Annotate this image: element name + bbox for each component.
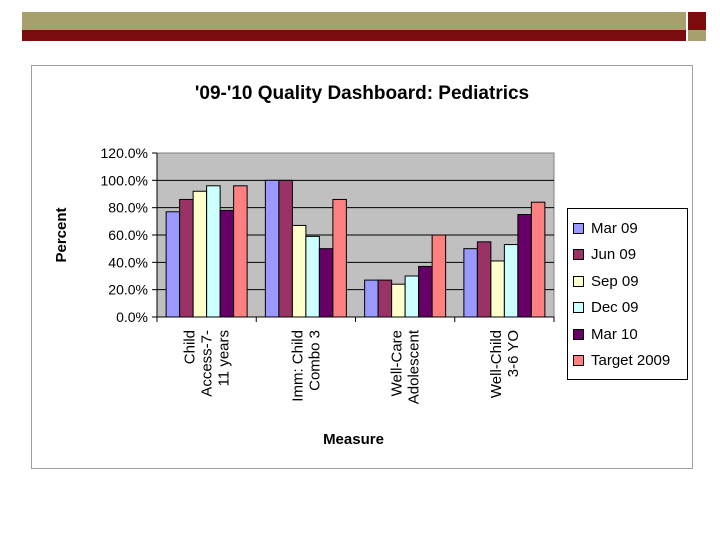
x-category-label: Imm: Child xyxy=(289,330,306,402)
x-category-label: Child xyxy=(182,330,199,364)
x-category-label: Adolescent xyxy=(406,329,423,404)
x-category-label: Access-7- xyxy=(199,330,216,397)
legend-label: Sep 09 xyxy=(591,272,639,290)
legend-item: Sep 09 xyxy=(568,268,687,295)
bar-mar-10 xyxy=(418,265,433,318)
legend-swatch xyxy=(573,328,584,340)
bar-sep-09 xyxy=(391,283,406,318)
header-corner-square-top xyxy=(688,12,706,30)
bar-mar-09 xyxy=(264,179,280,318)
legend-label: Mar 09 xyxy=(591,219,638,237)
bar-dec-09 xyxy=(305,235,320,318)
y-tick-label: 20.0% xyxy=(108,282,148,298)
bar-dec-09 xyxy=(206,185,221,318)
bar-mar-09 xyxy=(165,211,181,318)
legend-item: Mar 10 xyxy=(568,321,687,348)
legend-swatch xyxy=(573,222,584,234)
chart-title: '09-'10 Quality Dashboard: Pediatrics xyxy=(194,83,530,104)
y-tick-label: 120.0% xyxy=(101,145,148,161)
bar-jun-09 xyxy=(377,279,393,318)
bar-target-2009 xyxy=(233,185,248,318)
bar-target-2009 xyxy=(332,198,347,318)
y-tick-label: 80.0% xyxy=(108,200,148,216)
y-tick-label: 60.0% xyxy=(108,227,148,243)
header-corner-square-bottom xyxy=(688,30,706,41)
bar-mar-10 xyxy=(219,209,235,318)
legend-item: Target 2009 xyxy=(568,348,687,375)
x-category-label: Well-Child xyxy=(488,330,505,398)
chart-frame: '09-'10 Quality Dashboard: Pediatrics 0.… xyxy=(31,65,693,469)
bar-sep-09 xyxy=(490,260,505,318)
legend-item: Dec 09 xyxy=(568,295,687,322)
bar-mar-10 xyxy=(318,248,334,318)
legend-item: Mar 09 xyxy=(568,215,687,242)
x-category-label: 3-6 YO xyxy=(505,330,522,377)
header-band-top xyxy=(22,12,686,30)
legend-swatch xyxy=(573,302,584,314)
bar-sep-09 xyxy=(291,224,307,318)
bar-sep-09 xyxy=(192,190,208,318)
header-band-bottom xyxy=(22,30,686,41)
bar-mar-09 xyxy=(364,279,379,318)
legend-label: Jun 09 xyxy=(591,246,637,264)
legend-label: Mar 10 xyxy=(591,325,638,343)
bar-mar-10 xyxy=(517,214,532,318)
bar-dec-09 xyxy=(503,244,519,318)
bar-jun-09 xyxy=(476,241,492,318)
x-category-label: Well-Care xyxy=(389,330,406,396)
legend-swatch xyxy=(573,355,584,367)
legend-label: Dec 09 xyxy=(591,299,639,317)
bar-mar-09 xyxy=(463,248,478,318)
bar-jun-09 xyxy=(179,198,194,318)
x-category-label: Combo 3 xyxy=(306,330,323,391)
bar-jun-09 xyxy=(278,179,293,318)
y-tick-label: 40.0% xyxy=(108,254,148,270)
x-category-label: 11 years xyxy=(216,330,233,386)
bar-chart: 0.0% 20.0% 40.0% 60.0% 80.0% 100.0% 120.0% Chil… xyxy=(53,145,555,448)
bar-dec-09 xyxy=(404,275,420,318)
y-axis-title: Percent xyxy=(53,207,70,262)
y-tick-label: 100.0% xyxy=(101,172,148,188)
chart-legend: Mar 09 Jun 09 Sep 09 Dec 09 Mar 10 Target 200… xyxy=(567,208,688,380)
bar-target-2009 xyxy=(530,201,546,318)
x-axis-title: Measure xyxy=(323,431,384,448)
bar-target-2009 xyxy=(431,234,447,318)
legend-swatch xyxy=(573,275,584,287)
y-tick-label: 0.0% xyxy=(116,309,148,325)
legend-swatch xyxy=(573,249,584,261)
legend-item: Jun 09 xyxy=(568,242,687,269)
legend-label: Target 2009 xyxy=(591,352,671,370)
